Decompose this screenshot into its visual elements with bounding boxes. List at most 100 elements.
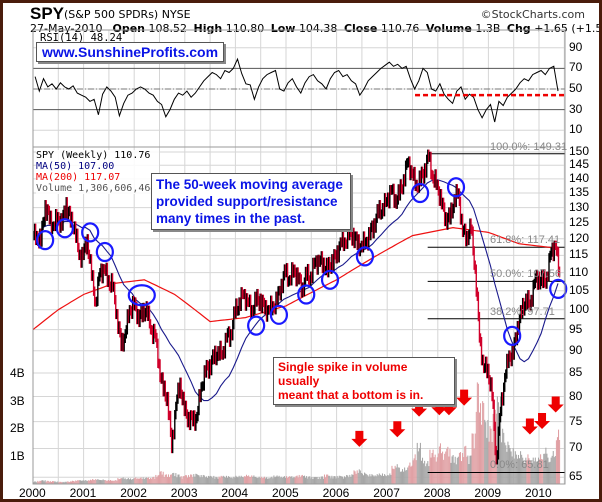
volume-bar — [311, 476, 313, 484]
rsi-axis-tick: 30 — [569, 101, 583, 116]
legend-ma50: MA(50) 107.00 — [36, 161, 115, 172]
volume-bar — [91, 480, 93, 484]
volume-bar — [131, 479, 133, 484]
year-axis-tick: 2009 — [474, 486, 502, 500]
volume-bar — [43, 481, 45, 484]
volume-bar — [174, 476, 176, 484]
volume-spike-arrow-icon — [521, 418, 538, 435]
volume-bar — [281, 477, 283, 484]
support-circle — [55, 218, 74, 239]
volume-bar — [135, 477, 137, 484]
volume-bar — [277, 476, 279, 484]
volume-bar — [476, 382, 478, 484]
copyright: ©StockCharts.com — [480, 8, 585, 21]
volume-bar — [426, 463, 428, 484]
volume-bar — [498, 419, 501, 484]
volume-bar — [546, 453, 548, 484]
volume-bar — [262, 477, 264, 484]
volume-bar — [63, 482, 65, 484]
volume-bar — [394, 465, 396, 484]
volume-bar — [190, 474, 192, 484]
volume-bar — [462, 453, 464, 484]
volume-bar — [321, 476, 323, 484]
volume-bar — [209, 476, 211, 484]
volume-bar — [335, 478, 337, 484]
volume-bar — [125, 479, 127, 484]
volume-bar — [399, 471, 401, 484]
volume-bar — [92, 479, 94, 484]
volume-bar — [185, 475, 187, 484]
support-circle — [320, 269, 340, 290]
volume-bar — [327, 474, 329, 484]
volume-bar — [127, 478, 129, 484]
volume-bar — [543, 453, 545, 484]
fibonacci-label: 0.0%: 65.81 — [490, 459, 549, 472]
volume-bar — [507, 441, 509, 484]
volume-bar — [56, 482, 58, 484]
volume-bar — [373, 476, 375, 484]
volume-bar — [288, 476, 290, 484]
volume-bar — [419, 442, 421, 484]
volume-bar — [294, 477, 296, 484]
volume-bar — [365, 473, 367, 484]
close-value: 110.76 — [380, 22, 420, 35]
volume-bar — [142, 477, 144, 484]
volume-bar — [73, 481, 75, 484]
volume-bar — [469, 455, 471, 484]
volume-bar — [512, 448, 514, 484]
volume-bar — [416, 442, 418, 484]
volume-spike-arrow-icon — [547, 396, 564, 413]
volume-bar — [195, 473, 197, 484]
volume-bar — [232, 478, 234, 484]
support-circle — [549, 278, 568, 299]
volume-bar — [197, 474, 199, 484]
price-axis-tick: 115 — [569, 247, 589, 262]
volume-bar — [511, 456, 513, 484]
volume-bar — [211, 476, 213, 484]
volume-bar — [247, 476, 249, 484]
volume-bar — [291, 476, 293, 484]
volume-bar — [492, 413, 494, 484]
volume-bar — [384, 474, 386, 484]
volume-bar — [261, 478, 263, 484]
volume-bar — [477, 383, 479, 484]
volume-bar — [479, 403, 482, 484]
volume-bar — [220, 475, 222, 484]
volume-bar — [309, 476, 311, 484]
volume-bar — [54, 481, 56, 484]
volume-bar — [346, 474, 348, 484]
volume-bar — [255, 476, 257, 484]
volume-bar — [366, 474, 368, 484]
volume-bar — [238, 475, 240, 484]
volume-bar — [160, 471, 162, 484]
volume-spike-arrow-icon — [389, 421, 406, 438]
volume-bar — [67, 481, 69, 484]
sunshineprofits-watermark[interactable]: www.SunshineProfits.com — [36, 42, 225, 62]
volume-bar — [84, 480, 86, 484]
volume-bar — [332, 478, 334, 484]
volume-bar — [93, 479, 95, 484]
volume-bar — [432, 449, 434, 484]
volume-bar — [301, 474, 303, 484]
volume-bar — [282, 476, 284, 484]
volume-bar — [300, 475, 302, 484]
volume-bar — [198, 475, 200, 484]
volume-bar — [345, 477, 347, 484]
volume-bar — [138, 478, 140, 484]
volume-bar — [331, 475, 333, 484]
volume-bar — [339, 475, 341, 484]
volume-bar — [158, 474, 160, 484]
volume-bar — [328, 475, 330, 484]
volume-bar — [482, 401, 484, 484]
volume-bar — [235, 475, 237, 484]
volume-bar — [95, 479, 97, 484]
year-axis-tick: 2004 — [221, 486, 249, 500]
year-axis-tick: 2001 — [69, 486, 97, 500]
rsi-axis-tick: 90 — [569, 39, 583, 54]
volume-bar — [307, 478, 309, 484]
volume-bar — [334, 476, 336, 484]
year-axis-tick: 2007 — [373, 486, 400, 500]
volume-bar — [173, 472, 175, 484]
volume-bar — [410, 466, 412, 484]
volume-bar — [292, 478, 294, 484]
